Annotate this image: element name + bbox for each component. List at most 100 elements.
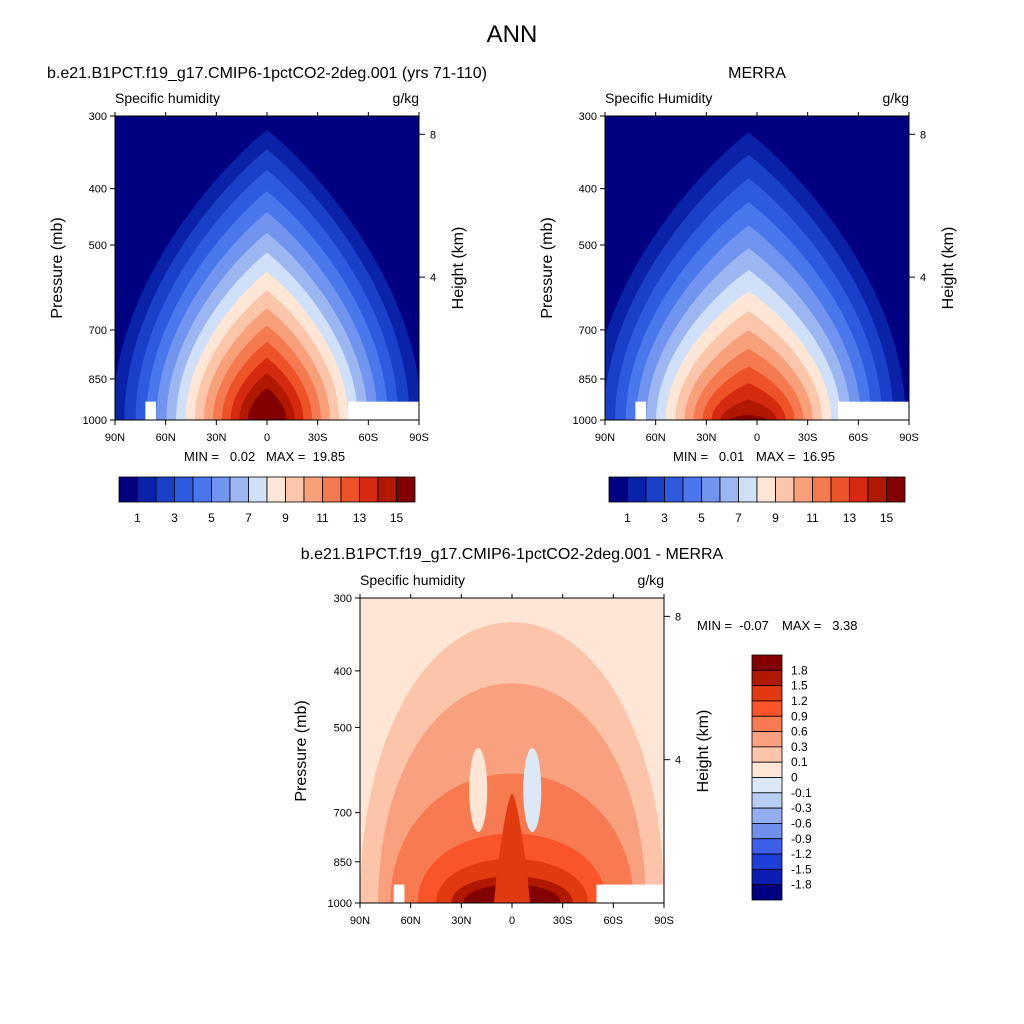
colorbar-label: 13	[843, 511, 857, 525]
y-right-tick-label: 4	[430, 272, 436, 284]
y-tick-label: 850	[579, 374, 597, 386]
missing-data-south	[348, 401, 419, 420]
colorbar-swatch	[719, 476, 739, 503]
colorbar-label: 1.8	[791, 663, 808, 677]
colorbar-label: 1	[134, 511, 141, 525]
x-tick-label: 60N	[646, 432, 666, 444]
colorbar-swatch	[266, 476, 286, 503]
colorbar-swatch	[396, 476, 416, 503]
panel-diff-max-label: MAX = 3.38	[782, 618, 858, 633]
x-tick-label: 90S	[654, 915, 674, 927]
panel-model-contour-field	[115, 116, 419, 420]
colorbar-swatch	[751, 884, 783, 901]
x-tick-label: 30S	[308, 432, 328, 444]
x-tick-label: 90N	[105, 432, 125, 444]
x-tick-label: 30S	[553, 915, 573, 927]
y-tick-label: 850	[334, 857, 352, 869]
colorbar-label: 0.9	[791, 709, 808, 723]
x-tick-label: 90N	[595, 432, 615, 444]
colorbar-label: 15	[880, 511, 894, 525]
colorbar-swatch	[211, 476, 231, 503]
y-tick-label: 400	[334, 666, 352, 678]
colorbar-swatch	[775, 476, 795, 503]
panel-merra-max-label: MAX = 16.95	[756, 449, 835, 464]
missing-data-south	[838, 401, 909, 420]
colorbar-swatch	[751, 853, 783, 870]
x-tick-label: 30N	[451, 915, 471, 927]
colorbar-swatch	[751, 731, 783, 748]
colorbar-swatch	[751, 669, 783, 687]
colorbar-swatch	[645, 476, 665, 503]
y-tick-label: 700	[334, 808, 352, 820]
colorbar-swatch	[751, 761, 783, 778]
colorbar-swatch	[377, 476, 397, 503]
y-tick-label: 700	[89, 325, 107, 337]
weak-change-lobe-0	[469, 747, 488, 832]
x-tick-label: 0	[754, 432, 760, 444]
x-tick-label: 0	[264, 432, 270, 444]
colorbar-swatch	[751, 792, 783, 809]
y-tick-label: 1000	[573, 415, 597, 427]
contour-band-14	[720, 399, 777, 420]
y-tick-label: 400	[89, 184, 107, 196]
panel-diff-contour-field	[360, 598, 664, 903]
panel-merra-subtitle-left: Specific Humidity	[605, 90, 712, 106]
colorbar-label: 0	[791, 771, 798, 785]
y-tick-label: 300	[579, 111, 597, 123]
y-right-tick-label: 8	[675, 611, 681, 623]
colorbar-label: 0.3	[791, 740, 808, 754]
colorbar-swatch	[886, 476, 906, 503]
colorbar-label: -1.8	[791, 878, 812, 892]
colorbar-swatch	[155, 476, 175, 503]
colorbar-label: 11	[806, 511, 819, 525]
colorbar-swatch	[751, 715, 783, 732]
page-title: ANN	[487, 21, 538, 48]
panel-model-subtitle-left: Specific humidity	[115, 90, 220, 106]
colorbar-swatch	[174, 476, 194, 503]
y-tick-label: 300	[334, 593, 352, 605]
panel-model-min-label: MIN = 0.02	[184, 449, 255, 464]
panel-diff-subtitle-right: g/kg	[638, 572, 664, 588]
colorbar-swatch	[664, 476, 684, 503]
colorbar-label: -1.2	[791, 847, 812, 861]
y-tick-label: 1000	[328, 898, 352, 910]
panel-model-colorbar: 1 3 5 7 9 11 13 15	[118, 476, 416, 525]
panel-merra-contour-field	[605, 116, 909, 420]
colorbar-swatch	[118, 476, 138, 503]
colorbar-swatch	[751, 746, 783, 763]
colorbar-swatch	[248, 476, 268, 503]
colorbar-swatch	[751, 685, 783, 702]
colorbar-swatch	[682, 476, 702, 503]
y-tick-label: 500	[334, 722, 352, 734]
y-tick-label: 500	[579, 240, 597, 252]
colorbar-swatch	[830, 476, 850, 503]
colorbar-swatch	[285, 476, 305, 503]
colorbar-swatch	[867, 476, 887, 503]
panel-diff-axes: 90N 60N 30N 0 30S 60S 90S 300 400 500 700 850 1000 8 4	[328, 593, 682, 927]
y-right-tick-label: 8	[920, 129, 926, 141]
y-tick-label: 1000	[83, 415, 107, 427]
x-tick-label: 90S	[899, 432, 919, 444]
panel-merra-colorbar: 1 3 5 7 9 11 13 15	[608, 476, 906, 525]
missing-data-north	[145, 401, 157, 420]
panel-model-ylabel: Pressure (mb)	[49, 217, 66, 318]
panel-model-title: b.e21.B1PCT.f19_g17.CMIP6-1pctCO2-2deg.0…	[47, 65, 487, 82]
missing-data-north	[635, 401, 647, 420]
colorbar-label: 13	[353, 511, 367, 525]
y-right-tick-label: 4	[920, 272, 926, 284]
colorbar-swatch	[359, 476, 379, 503]
panel-model-subtitle-right: g/kg	[393, 90, 419, 106]
colorbar-swatch	[137, 476, 157, 503]
panel-merra: MERRA Specific Humidity g/kg 90N 60N 30N 0 3…	[539, 65, 957, 525]
y-tick-label: 500	[89, 240, 107, 252]
colorbar-swatch	[303, 476, 323, 503]
colorbar-swatch	[608, 476, 628, 503]
x-tick-label: 30S	[798, 432, 818, 444]
colorbar-label: 7	[245, 511, 252, 525]
panel-diff-ylabel: Pressure (mb)	[293, 700, 310, 801]
colorbar-label: -1.5	[791, 862, 812, 876]
colorbar-swatch	[849, 476, 869, 503]
panel-model-max-label: MAX = 19.85	[266, 449, 345, 464]
colorbar-swatch	[812, 476, 832, 503]
panel-merra-ylabel-right: Height (km)	[940, 227, 957, 310]
